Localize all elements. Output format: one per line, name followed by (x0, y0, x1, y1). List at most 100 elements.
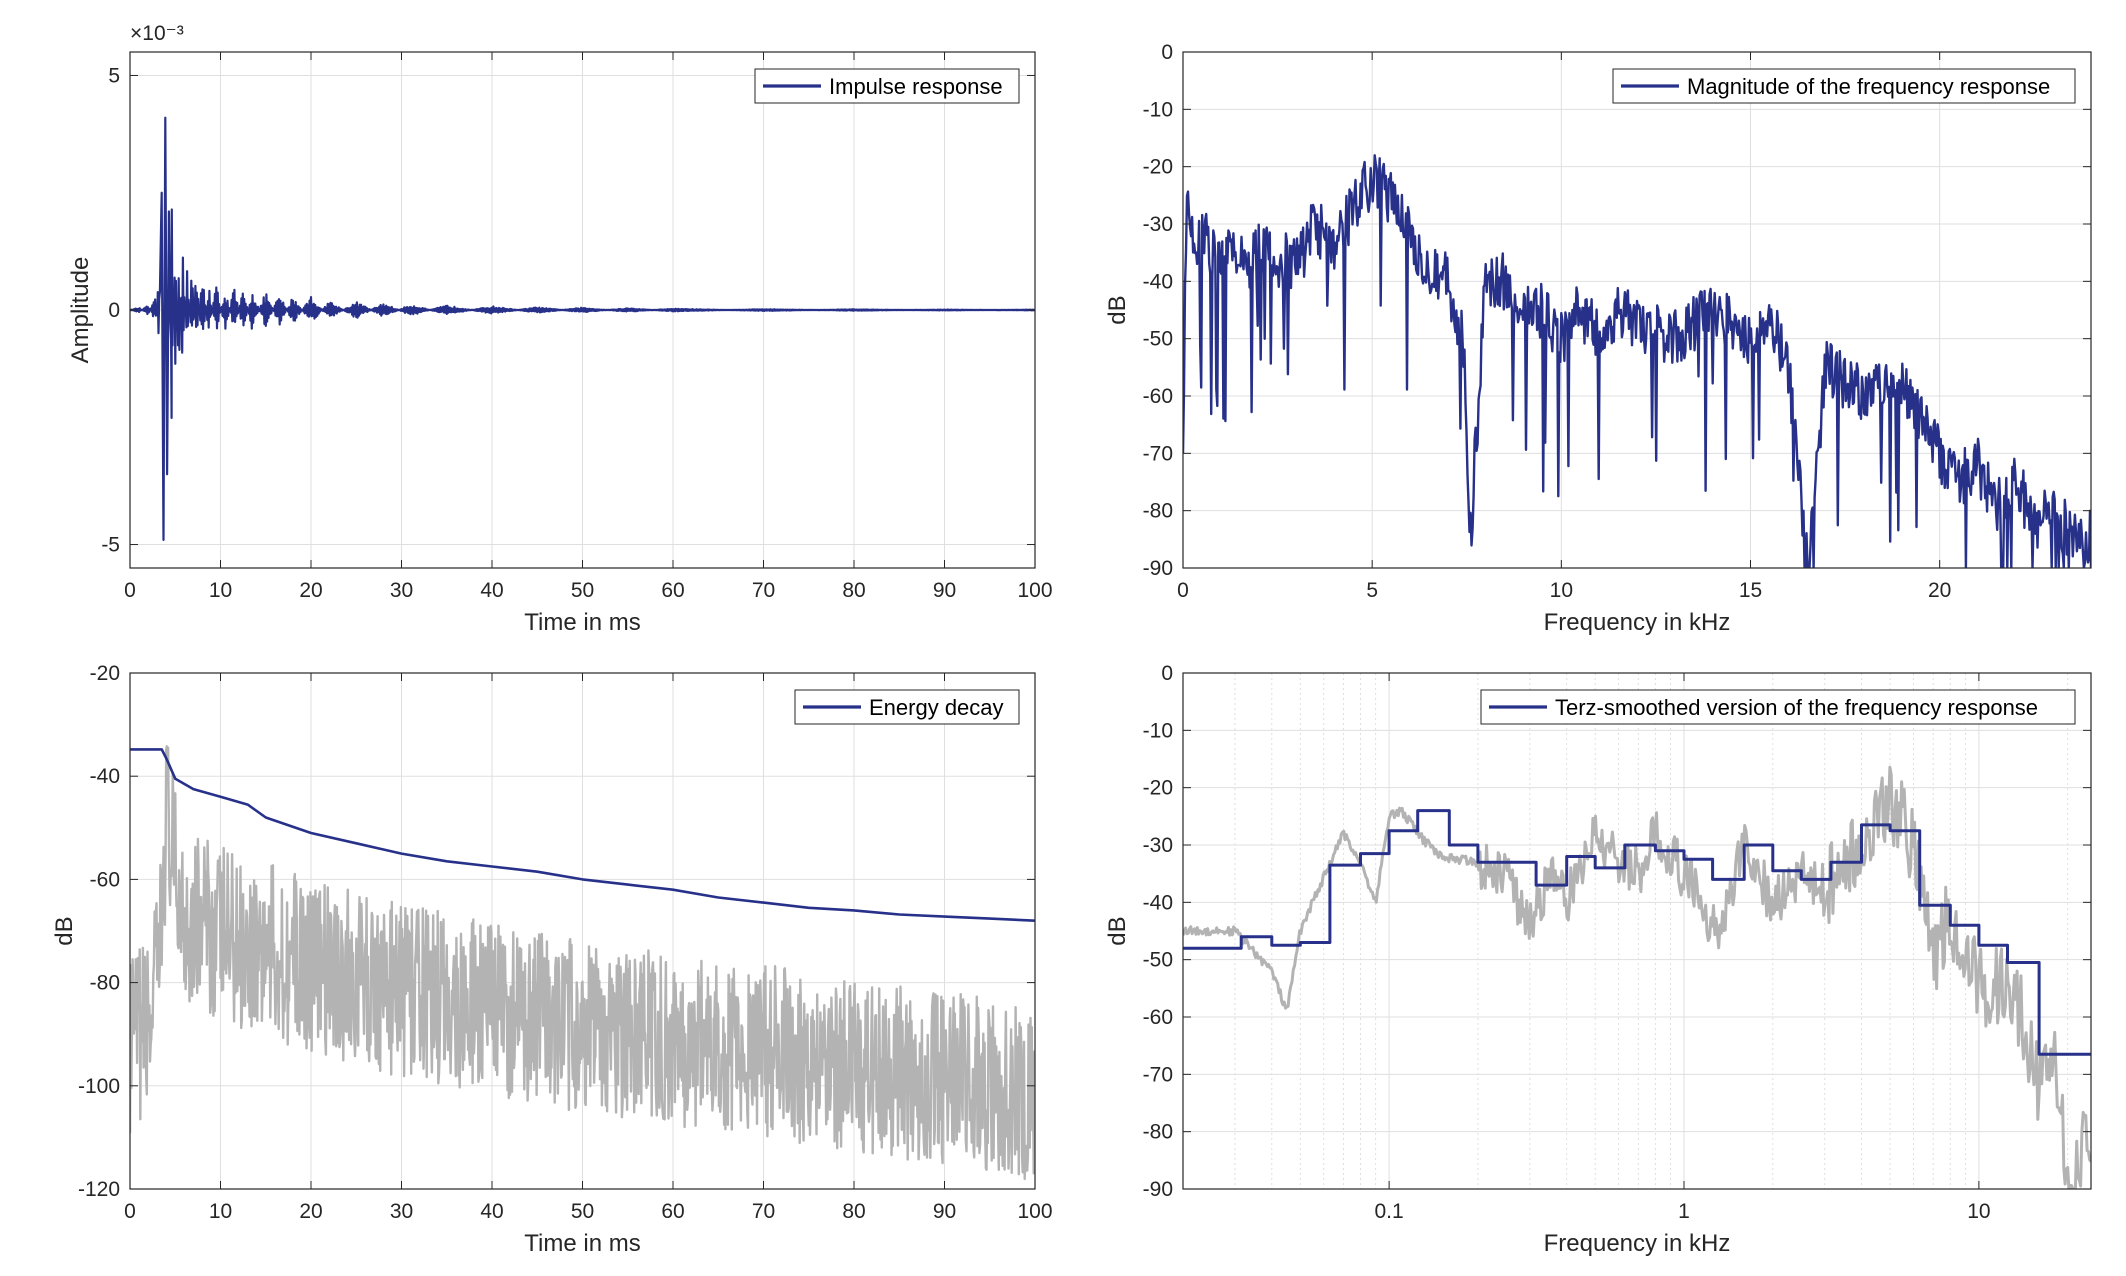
legend: Magnitude of the frequency response (1612, 68, 2076, 104)
x-tick-label: 70 (752, 579, 775, 602)
y-axis-label: dB (1104, 295, 1131, 324)
x-tick-label: 20 (299, 1200, 322, 1223)
ticks: 0 10 20 30 40 50 60 70 80 90 100-505 (101, 52, 1053, 602)
x-tick-label: 60 (661, 1200, 684, 1223)
x-tick-label: 80 (842, 1200, 865, 1223)
panel-frequency-magnitude: 0 5 10 15 20 0 -10 -20 -30 -40 -50 -60 -70 -80 -90 Freq… (1104, 41, 2092, 636)
y-tick-label: -90 (1143, 1178, 1173, 1201)
y-tick-label: 0 (1161, 41, 1173, 64)
y-tick-label: -120 (78, 1178, 120, 1201)
legend: Energy decay (794, 689, 1020, 725)
x-tick-label: 80 (842, 579, 865, 602)
y-tick-label: -20 (90, 662, 120, 685)
x-axis-label: Frequency in kHz (1544, 609, 1731, 636)
legend-label: Energy decay (869, 695, 1004, 720)
y-tick-label: -80 (1143, 1121, 1173, 1144)
ticks: 0 10 20 30 40 50 60 70 80 90 100 -20 -40 -60 -80 -100 -1… (78, 662, 1053, 1223)
ticks: 0 5 10 15 20 0 -10 -20 -30 -40 -50 -60 -70 -80 -90 (1143, 41, 2091, 602)
y-tick-label: -50 (1143, 328, 1173, 351)
axes-frame (1182, 672, 2092, 1190)
y-tick-label: -10 (1143, 98, 1173, 121)
y-tick-label: -60 (1143, 1006, 1173, 1029)
y-tick-label: -80 (1143, 500, 1173, 523)
y-tick-label: -60 (90, 868, 120, 891)
x-tick-label: 50 (571, 579, 594, 602)
x-tick-label: 10 (1967, 1200, 1990, 1223)
raw-frequency-line (1183, 765, 2091, 1189)
y-tick-label: -20 (1143, 156, 1173, 179)
x-tick-label: 90 (933, 579, 956, 602)
series-group (130, 745, 1035, 1181)
y-axis-label: Amplitude (67, 257, 94, 364)
y-tick-label: -40 (1143, 891, 1173, 914)
y-tick-label: 0 (1161, 662, 1173, 685)
x-tick-label: 40 (480, 579, 503, 602)
x-axis-label: Time in ms (524, 1230, 640, 1257)
axes-frame (1182, 51, 2092, 569)
legend-label: Magnitude of the frequency response (1687, 74, 2050, 99)
y-tick-label: -90 (1143, 557, 1173, 580)
y-tick-label: -40 (1143, 270, 1173, 293)
panel-energy-decay: 0 10 20 30 40 50 60 70 80 90 100 -20 -40 -60 -80 -100 -1… (51, 662, 1053, 1257)
y-tick-label: -50 (1143, 949, 1173, 972)
y-tick-label: 5 (108, 64, 120, 87)
x-tick-label: 0 (124, 1200, 136, 1223)
x-tick-label: 15 (1739, 579, 1762, 602)
x-tick-label: 100 (1017, 1200, 1052, 1223)
x-tick-label: 0 (1177, 579, 1189, 602)
panel-terz-smoothed: 0.1 1 10 0 -10 -20 -30 -40 -50 -60 -70 -80 -90 Freque… (1104, 662, 2092, 1257)
magnitude-line (1183, 154, 2091, 568)
series-group (1183, 154, 2091, 568)
energy-decay-line (130, 748, 1035, 922)
y-tick-label: -30 (1143, 834, 1173, 857)
x-tick-label: 30 (390, 1200, 413, 1223)
y-tick-label: -80 (90, 972, 120, 995)
x-tick-label: 0.1 (1375, 1200, 1404, 1223)
x-tick-label: 20 (299, 579, 322, 602)
x-tick-label: 50 (571, 1200, 594, 1223)
legend: Impulse response (754, 68, 1020, 104)
y-tick-label: -20 (1143, 777, 1173, 800)
impulse-response-line (130, 116, 1035, 542)
y-axis-label: dB (51, 916, 78, 945)
y-tick-label: -100 (78, 1075, 120, 1098)
ticks: 0.1 1 10 0 -10 -20 -30 -40 -50 -60 -70 -80 -90 (1143, 662, 2091, 1223)
legend-box (1480, 689, 2076, 725)
x-tick-label: 5 (1366, 579, 1378, 602)
x-axis-label: Time in ms (524, 609, 640, 636)
x-axis-label: Frequency in kHz (1544, 1230, 1731, 1257)
x-tick-label: 10 (209, 1200, 232, 1223)
x-tick-label: 90 (933, 1200, 956, 1223)
series-group (1183, 765, 2091, 1189)
legend-box (1612, 68, 2076, 104)
y-axis-label: dB (1104, 916, 1131, 945)
grid (1182, 51, 2091, 569)
y-tick-label: -5 (101, 534, 120, 557)
x-tick-label: 30 (390, 579, 413, 602)
legend-label: Terz-smoothed version of the frequency r… (1555, 695, 2038, 720)
x-tick-label: 10 (1550, 579, 1573, 602)
energy-raw-line (130, 745, 1035, 1181)
y-tick-label: 0 (108, 299, 120, 322)
x-tick-label: 1 (1678, 1200, 1690, 1223)
x-tick-label: 20 (1928, 579, 1951, 602)
y-tick-label: -30 (1143, 213, 1173, 236)
y-tick-label: -70 (1143, 1063, 1173, 1086)
series-group (130, 116, 1035, 542)
y-tick-label: -60 (1143, 385, 1173, 408)
x-tick-label: 60 (661, 579, 684, 602)
x-tick-label: 40 (480, 1200, 503, 1223)
x-tick-label: 100 (1017, 579, 1052, 602)
exponent-label: ×10⁻³ (130, 22, 184, 45)
y-tick-label: -70 (1143, 442, 1173, 465)
x-tick-label: 0 (124, 579, 136, 602)
terz-smoothed-line (1183, 809, 2091, 1056)
legend: Terz-smoothed version of the frequency r… (1480, 689, 2076, 725)
x-tick-label: 10 (209, 579, 232, 602)
x-tick-label: 70 (752, 1200, 775, 1223)
y-tick-label: -10 (1143, 719, 1173, 742)
y-tick-label: -40 (90, 765, 120, 788)
legend-label: Impulse response (829, 74, 1003, 99)
